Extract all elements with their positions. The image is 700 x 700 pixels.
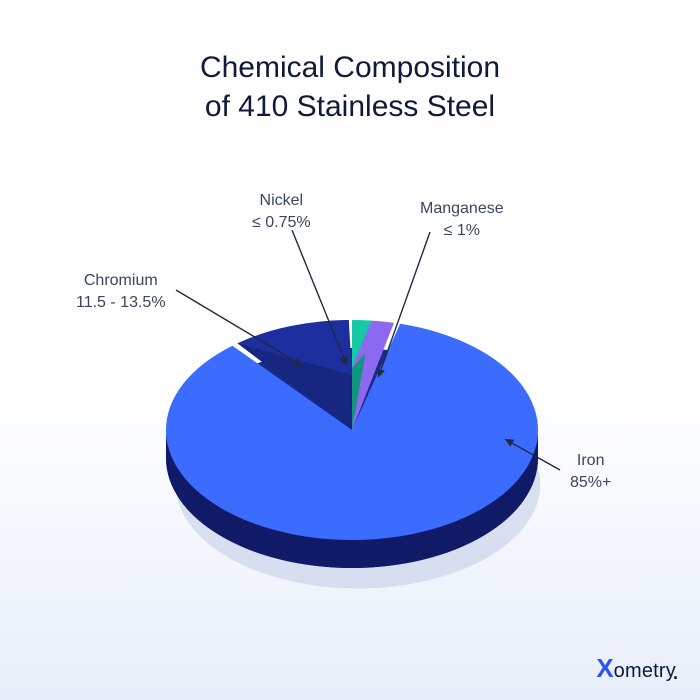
label-nickel-value: ≤ 0.75% [252,214,311,231]
page-title: Chemical Composition of 410 Stainless St… [0,0,700,126]
label-iron-name: Iron [577,452,605,469]
label-chromium: Chromium 11.5 - 13.5% [76,270,166,313]
label-nickel: Nickel ≤ 0.75% [252,190,311,233]
infographic-canvas: Chemical Composition of 410 Stainless St… [0,0,700,700]
label-manganese: Manganese ≤ 1% [420,198,504,241]
label-iron: Iron 85%+ [570,450,611,493]
label-chromium-name: Chromium [84,272,158,289]
brand-logo: X ometry . [596,653,678,684]
label-manganese-name: Manganese [420,200,504,217]
title-line-2: of 410 Stainless Steel [205,90,495,123]
brand-dot-icon: . [673,663,678,684]
brand-text: ometry [614,660,676,683]
brand-x-icon: X [596,653,612,684]
label-chromium-value: 11.5 - 13.5% [76,294,166,311]
brand-x-outer: X [596,653,612,683]
title-line-1: Chemical Composition [200,51,500,84]
label-manganese-value: ≤ 1% [444,222,480,239]
label-nickel-name: Nickel [260,192,304,209]
label-iron-value: 85%+ [570,474,611,491]
